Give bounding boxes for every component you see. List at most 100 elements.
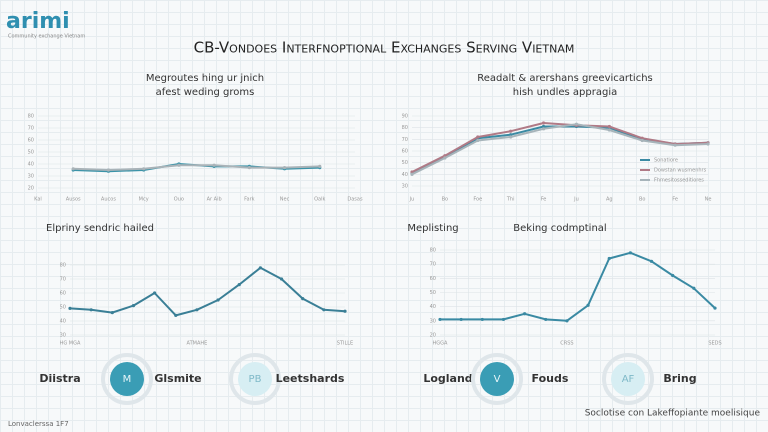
point [671, 273, 675, 278]
y-tick-label: 50 [430, 290, 436, 296]
badge-icon [110, 362, 144, 396]
x-tick-label: Ausos [66, 197, 81, 203]
chart-title: Beking codmptinal [513, 223, 606, 234]
point [501, 317, 506, 322]
badge-label: Leetshards [276, 372, 345, 385]
x-tick-label: Thi [506, 197, 515, 203]
badge-label: Fouds [532, 372, 569, 385]
badge-label: Glsmite [154, 372, 201, 385]
page-title: CB-Vondoes Interfnoptional Exchanges Ser… [194, 39, 575, 57]
point [89, 308, 93, 312]
point [110, 311, 114, 315]
point [574, 122, 579, 126]
y-tick-label: 80 [28, 114, 34, 120]
point [322, 308, 326, 312]
point [706, 142, 710, 146]
x-tick-label: STILLE [337, 341, 353, 347]
chart-subtitle: Meplisting [407, 223, 458, 234]
y-tick-label: 50 [402, 160, 408, 166]
y-tick-label: 60 [402, 149, 408, 155]
point [247, 166, 251, 170]
y-tick-label: 40 [28, 162, 34, 168]
series-line [73, 164, 320, 171]
x-tick-label: Kal [34, 197, 42, 203]
y-tick-label: 70 [430, 262, 436, 268]
point [586, 303, 590, 307]
y-tick-label: 40 [60, 319, 66, 325]
chart-title: Elpriny sendric hailed [46, 223, 154, 234]
x-tick-label: Fe [541, 197, 547, 203]
point [607, 128, 611, 132]
point [195, 308, 199, 312]
y-tick-label: 80 [402, 125, 408, 131]
y-tick-label: 60 [430, 276, 436, 282]
y-tick-label: 30 [402, 184, 408, 190]
y-tick-label: 70 [402, 137, 408, 143]
legend-label: Dowstan wusmenhrs [654, 168, 707, 174]
y-tick-label: 70 [60, 277, 66, 283]
y-tick-label: 60 [60, 291, 66, 297]
x-tick-label: Ne [705, 197, 712, 203]
tagline: Community exchange Vietnam [8, 34, 85, 40]
point [509, 133, 513, 137]
point [673, 143, 677, 147]
y-tick-label: 20 [28, 186, 34, 192]
x-tick-label: Oalk [314, 197, 325, 203]
chart-subtitle: hish undles appragia [513, 87, 618, 98]
point [68, 306, 72, 310]
badge-ring [602, 353, 654, 405]
y-tick-label: 30 [28, 174, 34, 180]
y-tick-label: 30 [430, 318, 436, 324]
badge-icon [611, 362, 645, 396]
y-tick-label: 50 [28, 150, 34, 156]
point [607, 124, 611, 129]
y-tick-label: 40 [402, 172, 408, 178]
series-line [440, 251, 716, 322]
point [71, 167, 75, 171]
badge-ring [471, 353, 523, 405]
badge-icon [480, 362, 514, 396]
x-tick-label: CRSS [560, 341, 573, 347]
point [279, 277, 284, 281]
point [153, 291, 157, 295]
point [177, 163, 181, 167]
point [343, 309, 347, 313]
logo: arimi [6, 9, 70, 34]
x-tick-label: ATMAHE [187, 341, 208, 347]
x-tick-label: Ouo [174, 197, 184, 203]
point [443, 156, 447, 160]
x-tick-label: Ju [573, 197, 579, 203]
x-tick-label: SEDS [708, 341, 721, 347]
y-tick-label: 80 [430, 248, 436, 254]
point [649, 259, 654, 263]
badge-ring [101, 353, 153, 405]
point [174, 313, 178, 317]
x-tick-label: Bo [442, 197, 449, 203]
x-tick-label: HGGA [433, 341, 449, 347]
x-tick-label: Nec [280, 197, 290, 203]
x-tick-label: Mcy [139, 197, 149, 203]
point [565, 319, 569, 323]
point [607, 256, 611, 261]
x-tick-label: Aucos [101, 197, 116, 203]
point [438, 317, 442, 322]
y-tick-label: 90 [402, 114, 408, 120]
y-tick-label: 70 [28, 126, 34, 132]
point [541, 124, 546, 129]
chart-title: Readalt & arershans greevicartichs [477, 73, 653, 84]
point [544, 317, 548, 322]
point [692, 286, 696, 290]
point [509, 129, 513, 133]
series-line [411, 122, 709, 173]
point [301, 297, 305, 301]
x-tick-label: HG MGA [60, 341, 81, 347]
badge-label: Bring [663, 372, 696, 385]
point [640, 138, 644, 143]
legend-label: Fhmesitosseditiores [654, 178, 704, 184]
point [541, 121, 546, 125]
badge-icon-text: V [494, 374, 501, 385]
y-tick-label: 60 [28, 138, 34, 144]
point [142, 167, 146, 171]
